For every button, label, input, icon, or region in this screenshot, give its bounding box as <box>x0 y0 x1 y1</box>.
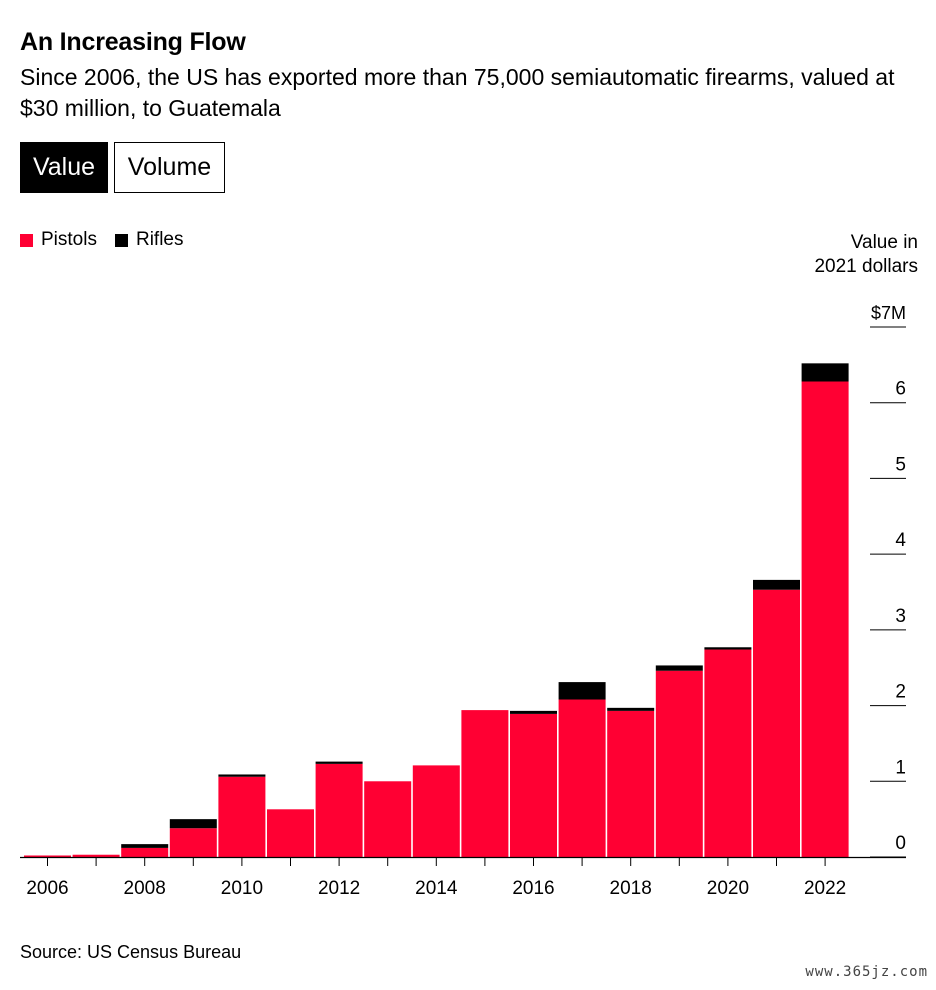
bar-pistols-2010 <box>218 776 266 857</box>
bar-rifles-2009 <box>169 819 217 829</box>
bar-rifles-2018 <box>607 707 655 711</box>
legend-label-pistols: Pistols <box>41 229 97 250</box>
x-tick-label-2010: 2010 <box>221 878 263 899</box>
bar-rifles-2020 <box>704 647 752 650</box>
bar-rifles-2022 <box>801 363 849 382</box>
y-axis-unit-label: Value in 2021 dollars <box>814 231 918 279</box>
x-tick-label-2022: 2022 <box>804 878 846 899</box>
chart-subtitle: Since 2006, the US has exported more tha… <box>20 64 895 121</box>
y-tick-label-0: 0 <box>895 833 906 854</box>
bar-pistols-2016 <box>510 713 557 857</box>
y-tick-label-5: 5 <box>895 454 906 475</box>
x-tick-label-2018: 2018 <box>610 878 652 899</box>
legend-item-pistols: Pistols <box>20 229 97 251</box>
y-axis-unit-line-2: 2021 dollars <box>814 256 918 277</box>
watermark: www.365jz.com <box>805 964 928 980</box>
y-tick-label-4: 4 <box>895 530 906 551</box>
bar-rifles-2010 <box>218 774 266 777</box>
y-tick-label-2: 2 <box>895 682 906 703</box>
chart-title: An Increasing Flow <box>20 28 246 56</box>
bar-pistols-2018 <box>607 710 655 857</box>
bar-rifles-2008 <box>121 844 169 848</box>
bar-pistols-2008 <box>121 847 169 857</box>
bar-rifles-2016 <box>510 710 557 714</box>
legend: Pistols Rifles <box>20 229 201 251</box>
x-tick-label-2008: 2008 <box>124 878 166 899</box>
volume-toggle-button[interactable]: Volume <box>114 142 225 193</box>
y-axis-unit-line-1: Value in <box>850 232 918 253</box>
bar-pistols-2019 <box>655 670 703 857</box>
bar-rifles-2012 <box>315 761 363 764</box>
legend-item-rifles: Rifles <box>114 229 184 251</box>
x-tick-label-2012: 2012 <box>318 878 360 899</box>
x-tick-label-2014: 2014 <box>415 878 458 899</box>
x-tick-label-2016: 2016 <box>512 878 554 899</box>
source-note: Source: US Census Bureau <box>20 942 242 962</box>
y-tick-label-6: 6 <box>895 379 906 400</box>
legend-swatch-pistols <box>20 233 33 247</box>
bar-rifles-2017 <box>558 682 606 700</box>
bar-pistols-2012 <box>315 763 363 857</box>
bar-pistols-2009 <box>169 828 217 857</box>
bar-rifles-2019 <box>655 665 703 671</box>
legend-swatch-rifles <box>114 233 128 247</box>
bar-pistols-2020 <box>704 649 752 857</box>
y-tick-label-7: $7M <box>871 303 906 323</box>
bar-pistols-2014 <box>412 765 460 857</box>
y-tick-label-1: 1 <box>895 757 906 778</box>
bar-pistols-2022 <box>801 381 849 857</box>
bar-rifles-2021 <box>753 579 800 590</box>
x-tick-label-2006: 2006 <box>26 878 68 899</box>
value-toggle-button[interactable]: Value <box>20 142 108 193</box>
y-tick-label-3: 3 <box>895 606 906 627</box>
x-tick-label-2020: 2020 <box>707 878 749 899</box>
bar-pistols-2017 <box>558 699 606 857</box>
bar-pistols-2006 <box>24 855 71 857</box>
legend-label-rifles: Rifles <box>135 229 184 250</box>
bar-pistols-2015 <box>461 710 509 857</box>
bar-pistols-2021 <box>753 589 800 857</box>
bar-pistols-2011 <box>267 809 314 857</box>
bar-pistols-2007 <box>72 854 120 857</box>
bar-pistols-2013 <box>364 781 412 857</box>
